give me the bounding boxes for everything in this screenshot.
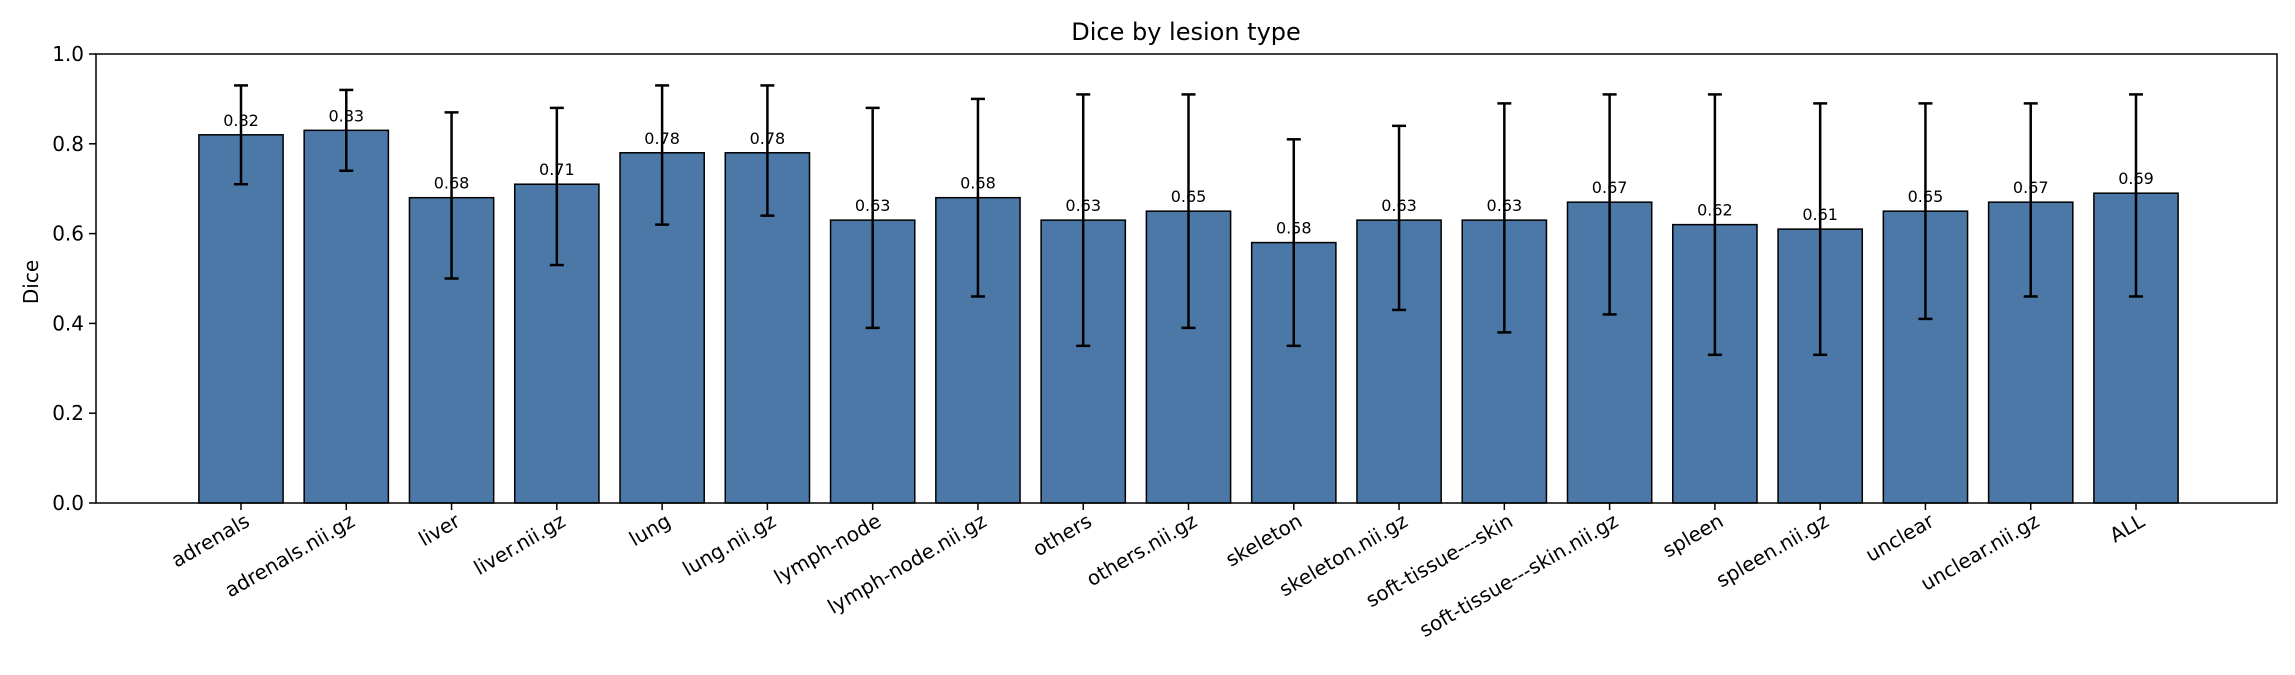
error-bar bbox=[339, 88, 354, 172]
error-bar bbox=[1813, 102, 1828, 357]
error-bar bbox=[1181, 93, 1196, 330]
data-label: 0.78 bbox=[644, 129, 680, 148]
data-label: 0.62 bbox=[1697, 201, 1733, 220]
data-label: 0.67 bbox=[2013, 178, 2049, 197]
error-bar bbox=[1918, 102, 1933, 321]
data-label: 0.65 bbox=[1908, 187, 1944, 206]
chart-title: Dice by lesion type bbox=[1071, 18, 1301, 46]
data-label: 0.82 bbox=[223, 111, 259, 130]
error-bar bbox=[1602, 93, 1617, 316]
error-bar bbox=[2023, 102, 2038, 298]
error-bar bbox=[234, 84, 248, 186]
error-bar bbox=[1392, 124, 1407, 312]
data-label: 0.67 bbox=[1592, 178, 1628, 197]
x-tick-label: adrenals bbox=[167, 509, 253, 573]
bar bbox=[303, 129, 390, 504]
data-label: 0.83 bbox=[328, 106, 364, 125]
error-bar bbox=[1707, 93, 1722, 357]
data-label: 0.63 bbox=[1065, 196, 1101, 215]
x-tick-label: others bbox=[1029, 509, 1096, 562]
value-labels: 0.82 0.83 0.68 0.71 0.78 0.78 0.63 0.68 0.63 0.65… bbox=[223, 106, 2154, 237]
x-tick-label: ALL bbox=[2105, 508, 2149, 547]
error-bar bbox=[655, 84, 670, 226]
x-tick-label: unclear bbox=[1861, 508, 1938, 567]
error-bar bbox=[1286, 138, 1301, 348]
data-label: 0.58 bbox=[1276, 219, 1312, 238]
x-tick-label: liver bbox=[414, 508, 464, 551]
y-tick-label: 1.0 bbox=[52, 42, 84, 66]
x-tick-label: spleen.nii.gz bbox=[1712, 509, 1833, 593]
data-label: 0.63 bbox=[855, 196, 891, 215]
data-label: 0.71 bbox=[539, 160, 575, 179]
error-bar bbox=[549, 106, 564, 267]
error-bar bbox=[444, 111, 459, 280]
data-label: 0.63 bbox=[1381, 196, 1417, 215]
error-bars bbox=[234, 84, 2143, 357]
error-bar bbox=[1076, 93, 1091, 348]
error-bar bbox=[1497, 102, 1512, 334]
x-tick-label: others.nii.gz bbox=[1082, 509, 1201, 591]
data-label: 0.61 bbox=[1802, 205, 1838, 224]
error-bar bbox=[760, 84, 775, 217]
data-label: 0.69 bbox=[2118, 169, 2154, 188]
y-axis: 0.0 0.2 0.4 0.6 0.8 1.0 bbox=[52, 42, 96, 515]
x-tick-label: lung bbox=[625, 509, 675, 552]
x-tick-label: liver.nii.gz bbox=[470, 509, 570, 580]
x-tick-label: soft-tissue---skin.nii.gz bbox=[1415, 509, 1622, 642]
bar bbox=[198, 134, 284, 504]
plot-frame bbox=[95, 53, 2278, 504]
error-bar bbox=[970, 97, 985, 298]
data-label: 0.78 bbox=[750, 129, 786, 148]
x-tick-label: unclear.nii.gz bbox=[1916, 509, 2043, 596]
data-label: 0.63 bbox=[1487, 196, 1523, 215]
error-bar bbox=[865, 106, 880, 330]
y-tick-label: 0.0 bbox=[52, 491, 84, 515]
data-label: 0.68 bbox=[434, 174, 470, 193]
error-bar bbox=[2129, 93, 2143, 298]
y-axis-label: Dice bbox=[19, 260, 43, 304]
x-tick-label: lung.nii.gz bbox=[678, 509, 779, 581]
y-tick-label: 0.6 bbox=[52, 222, 84, 246]
y-tick-label: 0.8 bbox=[52, 132, 84, 156]
x-tick-label: spleen bbox=[1658, 509, 1727, 563]
x-tick-label: skeleton bbox=[1221, 509, 1306, 572]
y-tick-label: 0.2 bbox=[52, 401, 84, 425]
data-label: 0.68 bbox=[960, 174, 996, 193]
y-tick-label: 0.4 bbox=[52, 311, 84, 335]
data-label: 0.65 bbox=[1171, 187, 1207, 206]
